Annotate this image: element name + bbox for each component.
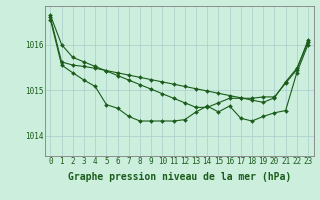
X-axis label: Graphe pression niveau de la mer (hPa): Graphe pression niveau de la mer (hPa)	[68, 172, 291, 182]
